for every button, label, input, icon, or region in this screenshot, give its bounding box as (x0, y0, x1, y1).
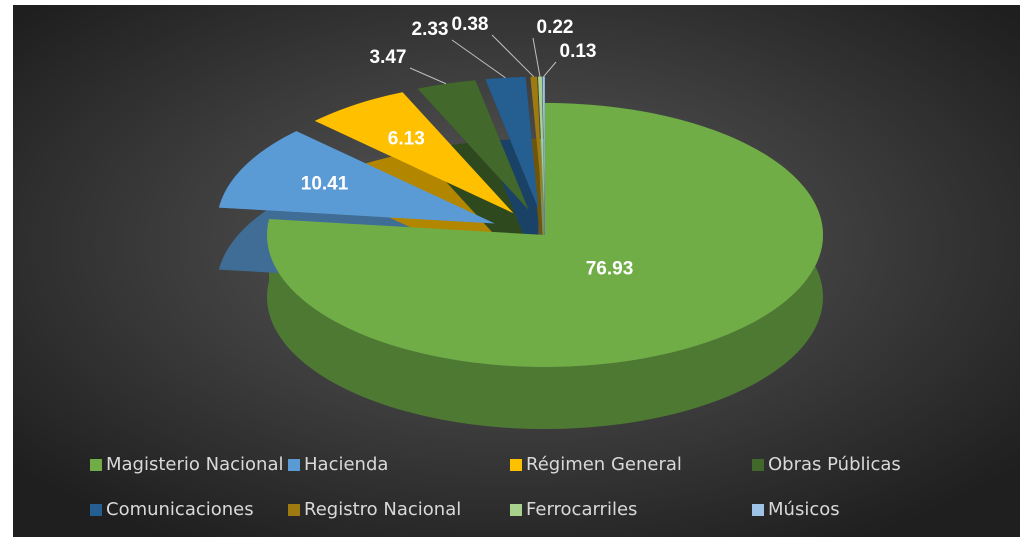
legend-label: Registro Nacional (304, 499, 461, 520)
pie-slice (485, 76, 539, 209)
legend-swatch (288, 459, 300, 471)
pie-slice (417, 80, 529, 210)
leader-line (491, 34, 535, 78)
leader-line (532, 37, 541, 77)
value-label: 76.93 (586, 259, 634, 280)
legend-label: Músicos (768, 499, 840, 520)
legend-swatch (90, 504, 102, 516)
pie-slice (267, 103, 823, 367)
value-labels: 76.93 10.41 6.13 3.472.33 0.38 0.22 0.13 (301, 14, 634, 280)
legend-label: Obras Públicas (768, 454, 901, 475)
legend: Magisterio Nacional Hacienda Régimen Gener… (90, 454, 901, 520)
legend-swatch (288, 504, 300, 516)
pie-slice (218, 131, 495, 224)
leader-line (543, 61, 557, 77)
legend-swatch (510, 459, 522, 471)
legend-label: Régimen General (526, 454, 682, 475)
legend-swatch (510, 504, 522, 516)
pie-side (530, 76, 544, 271)
legend-label: Hacienda (304, 454, 388, 475)
legend-label: Ferrocarriles (526, 499, 637, 520)
value-label: 2.33 (412, 19, 449, 40)
value-label: 3.47 (370, 47, 407, 68)
leader-line (409, 67, 447, 85)
pie-slice (314, 92, 514, 214)
legend-swatch (90, 459, 102, 471)
pie-slice (542, 76, 545, 209)
legend-swatch (752, 504, 764, 516)
pie-tops (218, 76, 823, 367)
pie-slice (538, 76, 545, 209)
value-label: 0.13 (560, 41, 597, 62)
value-label: 6.13 (388, 128, 425, 149)
value-label: 0.38 (452, 14, 489, 35)
legend-swatch (752, 459, 764, 471)
value-label: 10.41 (301, 174, 349, 195)
legend-label: Comunicaciones (106, 499, 254, 520)
pie-slice (530, 76, 544, 209)
leader-line (451, 39, 506, 79)
legend-label: Magisterio Nacional (106, 454, 283, 475)
value-label: 0.22 (537, 17, 574, 38)
